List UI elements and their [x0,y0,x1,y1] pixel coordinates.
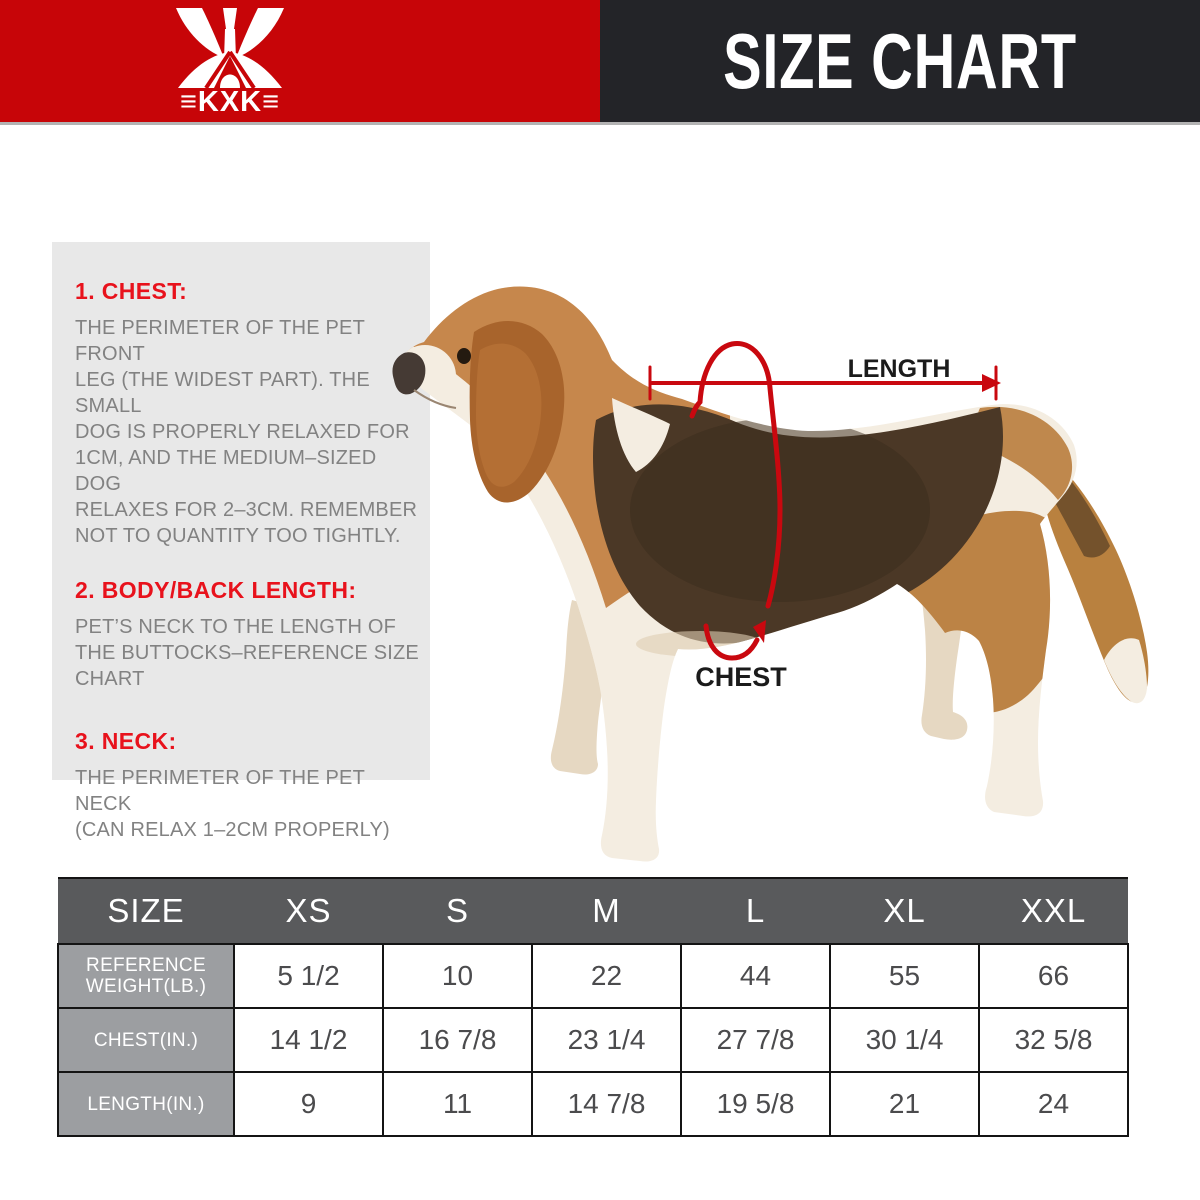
dog-measurement-diagram: LENGTH CHEST [392,286,1149,862]
length-label: LENGTH [848,355,951,383]
measuring-instructions-panel: 1. CHEST: THE PERIMETER OF THE PET FRONT… [52,242,430,841]
kxk-logo-icon [176,8,284,88]
page-title: SIZE CHART [723,16,1077,105]
weight-xs: 5 1/2 [233,943,384,1009]
instruction-body-body-length: PET’S NECK TO THE LENGTH OF THE BUTTOCKS… [75,616,419,690]
brand-logo-text: ≡KXK≡ [179,86,281,118]
weight-l: 44 [680,943,831,1009]
chest-xs: 14 1/2 [233,1007,384,1073]
chest-girth-loop [689,341,783,609]
brand-logo: ≡KXK≡ [150,6,310,118]
table-row-chest: CHEST(IN.) 14 1/2 16 7/8 23 1/4 27 7/8 3… [57,1007,1129,1073]
chest-label: CHEST [695,662,787,692]
size-column-header-xs: XS [234,877,383,945]
dog-nose [392,352,426,395]
instruction-heading-body-length: 2. BODY/BACK LENGTH: [75,577,357,603]
row-label-length: LENGTH(IN.) [57,1071,235,1137]
dog-ear [469,320,565,503]
length-xxl: 24 [978,1071,1129,1137]
table-row-length: LENGTH(IN.) 9 11 14 7/8 19 5/8 21 24 [57,1071,1129,1137]
size-table-header-row: SIZE XS S M L XL XXL [58,877,1128,945]
size-column-header-xl: XL [830,877,979,945]
header-divider [0,122,1200,125]
length-l: 19 5/8 [680,1071,831,1137]
size-table: SIZE XS S M L XL XXL REFERENCE WEIGHT(LB… [57,877,1129,1137]
dog-shoulder-white-patch [612,398,670,472]
row-label-chest: CHEST(IN.) [57,1007,235,1073]
weight-xxl: 66 [978,943,1129,1009]
header-title-band: SIZE CHART [600,0,1200,122]
chest-under-arrow [703,623,760,661]
chest-l: 27 7/8 [680,1007,831,1073]
length-m: 14 7/8 [531,1071,682,1137]
length-s: 11 [382,1071,533,1137]
size-column-header-xxl: XXL [979,877,1128,945]
size-column-header-m: M [532,877,681,945]
length-xl: 21 [829,1071,980,1137]
size-table-corner-header: SIZE [58,877,234,945]
row-label-weight: REFERENCE WEIGHT(LB.) [57,943,235,1009]
chest-xl: 30 1/4 [829,1007,980,1073]
length-xs: 9 [233,1071,384,1137]
chest-xxl: 32 5/8 [978,1007,1129,1073]
weight-m: 22 [531,943,682,1009]
chest-arrowhead [753,620,766,643]
weight-s: 10 [382,943,533,1009]
instruction-heading-neck: 3. NECK: [75,728,177,754]
dog-eye [457,348,471,364]
weight-xl: 55 [829,943,980,1009]
chest-m: 23 1/4 [531,1007,682,1073]
measurement-annotations [648,341,998,661]
instruction-heading-chest: 1. CHEST: [75,278,188,304]
instruction-body-neck: THE PERIMETER OF THE PET NECK (CAN RELAX… [75,767,390,841]
size-column-header-l: L [681,877,830,945]
table-row-weight: REFERENCE WEIGHT(LB.) 5 1/2 10 22 44 55 … [57,943,1129,1009]
chest-s: 16 7/8 [382,1007,533,1073]
size-column-header-s: S [383,877,532,945]
length-arrowhead [982,374,1001,392]
dog-mouth-line [413,389,457,409]
header-red-band: ≡KXK≡ [0,0,600,122]
instruction-body-chest: THE PERIMETER OF THE PET FRONT LEG (THE … [75,317,418,547]
